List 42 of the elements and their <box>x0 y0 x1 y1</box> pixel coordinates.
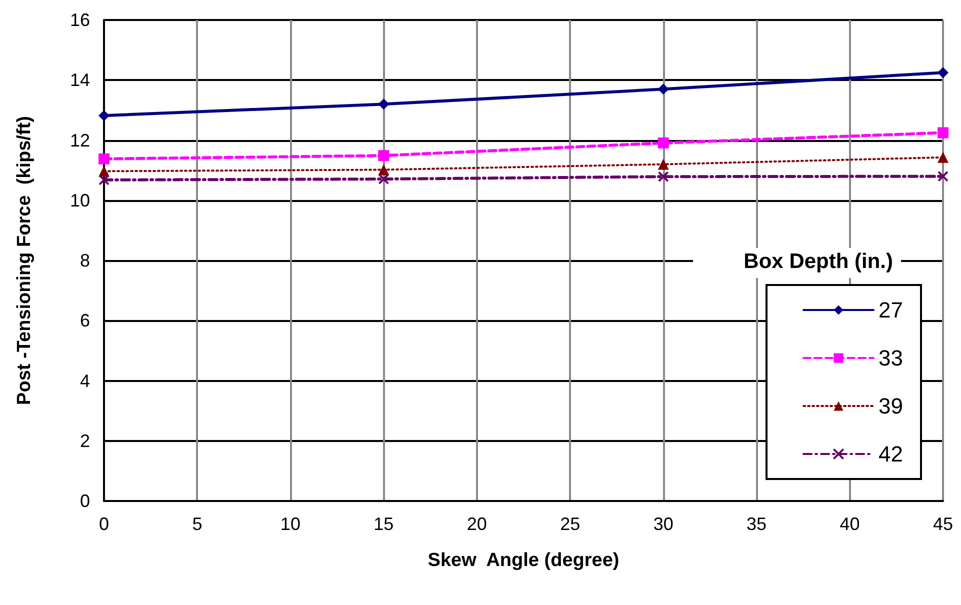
x-tick-label: 35 <box>746 514 767 534</box>
y-tick-label: 12 <box>70 130 90 150</box>
legend-label: 27 <box>878 298 904 322</box>
x-tick-label: 20 <box>466 514 487 534</box>
x-tick-label: 45 <box>932 514 954 534</box>
x-tick-label: 10 <box>280 514 300 534</box>
y-tick-label: 8 <box>80 250 90 270</box>
x-tick-label: 40 <box>840 514 860 534</box>
y-tick-label: 16 <box>70 10 90 30</box>
y-tick-label: 6 <box>80 310 90 331</box>
point <box>378 150 390 162</box>
x-tick-label: 30 <box>653 514 674 534</box>
point <box>658 158 669 170</box>
y-tick-label: 10 <box>70 190 90 210</box>
y-tick-label: 4 <box>80 370 90 391</box>
y-axis-title: Post -Tensioning Force (kips/ft) <box>14 116 35 405</box>
point <box>378 174 390 185</box>
legend-label: 39 <box>878 394 904 418</box>
point <box>98 110 110 122</box>
point <box>938 127 948 138</box>
legend-title: Box Depth (in.) <box>744 250 894 273</box>
point <box>658 84 669 95</box>
legend-label: 42 <box>878 442 904 466</box>
y-tick-label: 14 <box>70 70 90 90</box>
point <box>378 164 390 176</box>
point <box>938 152 948 163</box>
legend-label: 33 <box>878 346 904 370</box>
point <box>658 137 669 148</box>
y-tick-label: 2 <box>80 430 90 451</box>
point <box>378 98 390 110</box>
x-tick-label: 5 <box>192 514 202 534</box>
point <box>938 67 948 78</box>
point <box>658 171 669 182</box>
point <box>98 153 110 164</box>
x-tick-label: 0 <box>98 514 110 534</box>
y-tick-label: 0 <box>80 491 90 511</box>
point <box>98 166 110 177</box>
x-tick-label: 25 <box>560 514 580 534</box>
point <box>938 170 948 182</box>
x-tick-label: 15 <box>374 514 394 534</box>
x-axis-title: Skew Angle (degree) <box>428 550 620 571</box>
point <box>98 174 110 186</box>
